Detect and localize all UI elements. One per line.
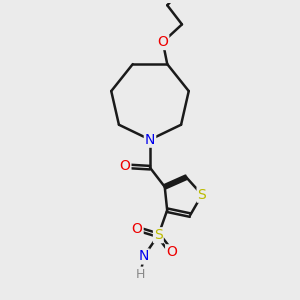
Text: O: O: [132, 222, 142, 236]
Text: S: S: [198, 188, 206, 202]
Text: O: O: [119, 159, 130, 173]
Text: N: N: [145, 133, 155, 147]
Text: S: S: [154, 228, 163, 242]
Text: H: H: [136, 268, 146, 281]
Text: O: O: [158, 35, 168, 49]
Text: N: N: [138, 249, 149, 263]
Text: O: O: [166, 245, 177, 259]
